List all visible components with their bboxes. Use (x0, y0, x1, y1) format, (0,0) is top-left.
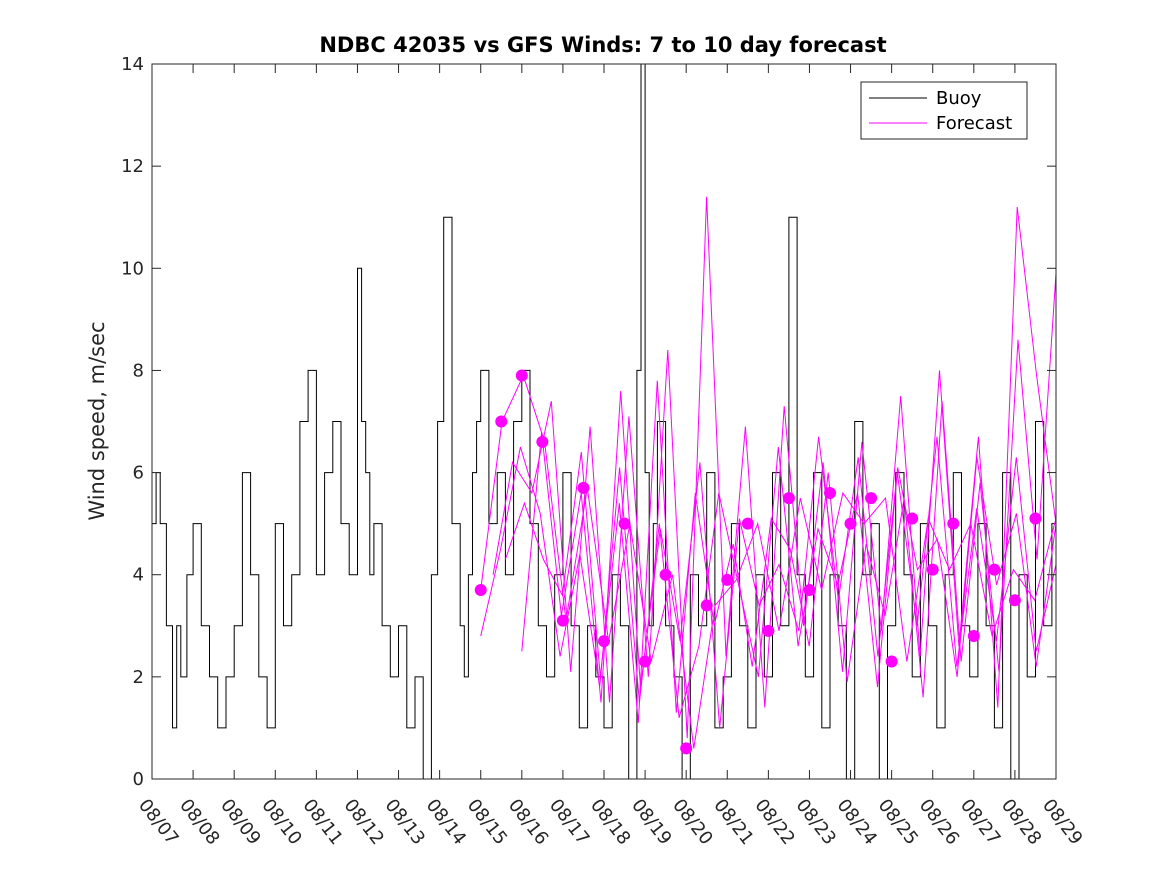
buoy-series-line (152, 64, 1056, 779)
y-axis-label: Wind speed, m/sec (85, 321, 109, 520)
forecast-marker (659, 568, 672, 581)
forecast-marker (680, 742, 693, 755)
forecast-marker (762, 624, 775, 637)
forecast-marker (885, 655, 898, 668)
forecast-series-layer (480, 196, 1056, 749)
forecast-markers-layer (474, 369, 1042, 755)
forecast-series-line (492, 196, 1056, 739)
chart-title: NDBC 42035 vs GFS Winds: 7 to 10 day for… (319, 33, 886, 57)
buoy-series-layer (152, 64, 1056, 779)
forecast-series-line (480, 374, 1056, 749)
forecast-marker (1029, 512, 1042, 525)
forecast-marker (495, 415, 508, 428)
y-tick-label: 4 (133, 565, 144, 586)
forecast-marker (782, 492, 795, 505)
forecast-marker (865, 492, 878, 505)
y-tick-label: 8 (133, 360, 144, 381)
forecast-marker (844, 517, 857, 530)
y-tick-label: 2 (133, 667, 144, 688)
forecast-marker (536, 435, 549, 448)
forecast-marker (926, 563, 939, 576)
forecast-marker (967, 630, 980, 642)
forecast-marker (721, 573, 734, 586)
forecast-marker (639, 655, 652, 668)
forecast-series-line (504, 273, 1056, 723)
y-tick-label: 14 (121, 54, 144, 75)
forecast-marker (556, 614, 569, 627)
forecast-marker (1008, 594, 1021, 607)
y-tick-label: 0 (133, 769, 144, 790)
forecast-marker (803, 584, 816, 597)
y-tick-label: 10 (121, 258, 144, 279)
forecast-marker (598, 635, 610, 648)
forecast-marker (988, 563, 1001, 576)
legend-forecast-label: Forecast (936, 113, 1012, 134)
y-tick-label: 12 (121, 156, 144, 177)
forecast-marker (700, 599, 713, 612)
forecast-marker (947, 517, 960, 530)
legend-box (860, 81, 1028, 140)
forecast-marker (824, 487, 836, 499)
y-tick-label: 6 (133, 463, 144, 484)
forecast-marker (906, 512, 919, 525)
forecast-series-line (521, 390, 1056, 728)
legend: Buoy Forecast (860, 81, 1028, 140)
forecast-marker (474, 584, 487, 597)
forecast-marker (618, 517, 631, 530)
forecast-marker (741, 517, 754, 530)
forecast-marker (515, 369, 528, 382)
forecast-marker (577, 481, 590, 494)
legend-buoy-label: Buoy (936, 88, 982, 109)
y-axis-ticks: 0 2 4 6 8 10 12 14 (121, 54, 1056, 790)
